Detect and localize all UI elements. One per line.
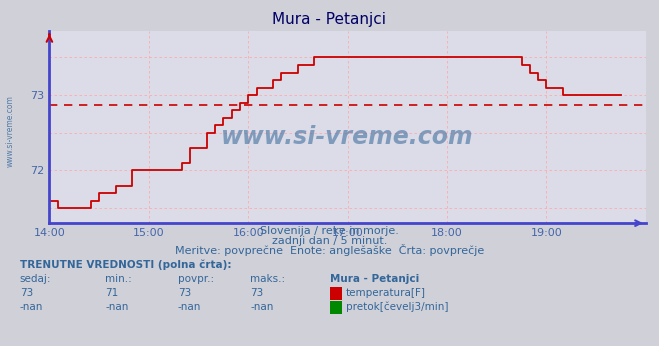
Text: maks.:: maks.: — [250, 274, 285, 284]
Text: -nan: -nan — [20, 302, 43, 312]
Text: Mura - Petanjci: Mura - Petanjci — [330, 274, 418, 284]
Text: Slovenija / reke in morje.: Slovenija / reke in morje. — [260, 226, 399, 236]
Text: TRENUTNE VREDNOSTI (polna črta):: TRENUTNE VREDNOSTI (polna črta): — [20, 260, 231, 270]
Text: 73: 73 — [250, 288, 264, 298]
Text: -nan: -nan — [105, 302, 129, 312]
Text: -nan: -nan — [178, 302, 201, 312]
Text: zadnji dan / 5 minut.: zadnji dan / 5 minut. — [272, 236, 387, 246]
Text: povpr.:: povpr.: — [178, 274, 214, 284]
Text: 73: 73 — [20, 288, 33, 298]
Text: www.si-vreme.com: www.si-vreme.com — [5, 95, 14, 167]
Text: Mura - Petanjci: Mura - Petanjci — [273, 12, 386, 27]
Text: www.si-vreme.com: www.si-vreme.com — [221, 125, 474, 149]
Text: pretok[čevelj3/min]: pretok[čevelj3/min] — [346, 301, 449, 312]
Text: sedaj:: sedaj: — [20, 274, 51, 284]
Text: temperatura[F]: temperatura[F] — [346, 288, 426, 298]
Text: min.:: min.: — [105, 274, 132, 284]
Text: 71: 71 — [105, 288, 119, 298]
Text: 73: 73 — [178, 288, 191, 298]
Text: -nan: -nan — [250, 302, 273, 312]
Text: Meritve: povprečne  Enote: anglešaške  Črta: povprečje: Meritve: povprečne Enote: anglešaške Črt… — [175, 244, 484, 256]
